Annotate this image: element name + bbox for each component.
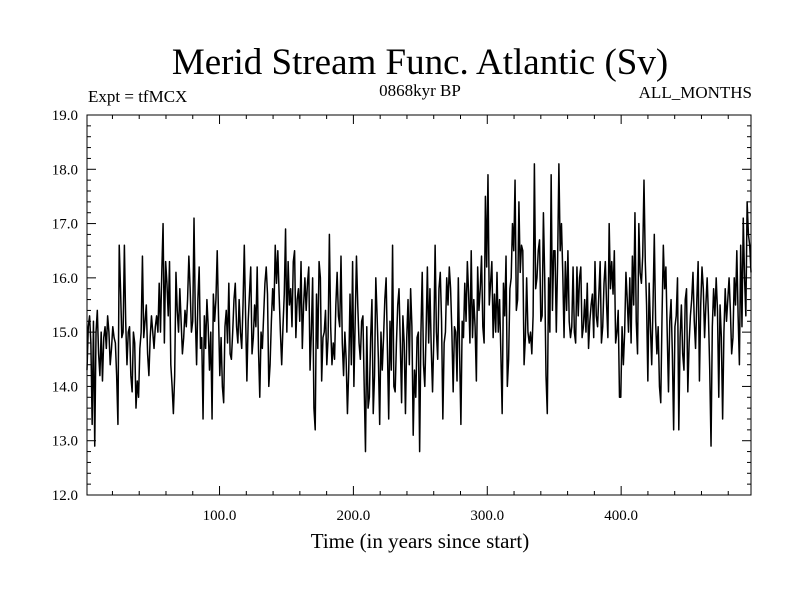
y-tick-label: 14.0 [52, 379, 78, 395]
x-tick-label: 200.0 [337, 508, 371, 524]
plot-frame [86, 114, 752, 496]
x-tick-label: 100.0 [203, 508, 237, 524]
y-axis: 12.0 13.0 14.0 15.0 16.0 17.0 18.0 19.0 [52, 108, 751, 504]
period-label: 0868kyr BP [379, 81, 461, 100]
y-tick-label: 16.0 [52, 271, 78, 287]
y-tick-label: 13.0 [52, 434, 78, 450]
y-tick-label: 15.0 [52, 325, 78, 341]
months-label: ALL_MONTHS [639, 83, 752, 102]
x-tick-label: 300.0 [470, 508, 504, 524]
series-line-amoc [86, 163, 752, 453]
experiment-label: Expt = tfMCX [88, 87, 187, 106]
x-tick-label: 400.0 [604, 508, 638, 524]
y-tick-label: 18.0 [52, 162, 78, 178]
x-axis: 100.0 200.0 300.0 400.0 [111, 115, 729, 524]
x-axis-title: Time (in years since start) [311, 529, 530, 553]
y-tick-label: 12.0 [52, 488, 78, 504]
y-tick-label: 19.0 [52, 108, 78, 124]
chart-title: Merid Stream Func. Atlantic (Sv) [172, 42, 668, 83]
y-tick-label: 17.0 [52, 217, 78, 233]
